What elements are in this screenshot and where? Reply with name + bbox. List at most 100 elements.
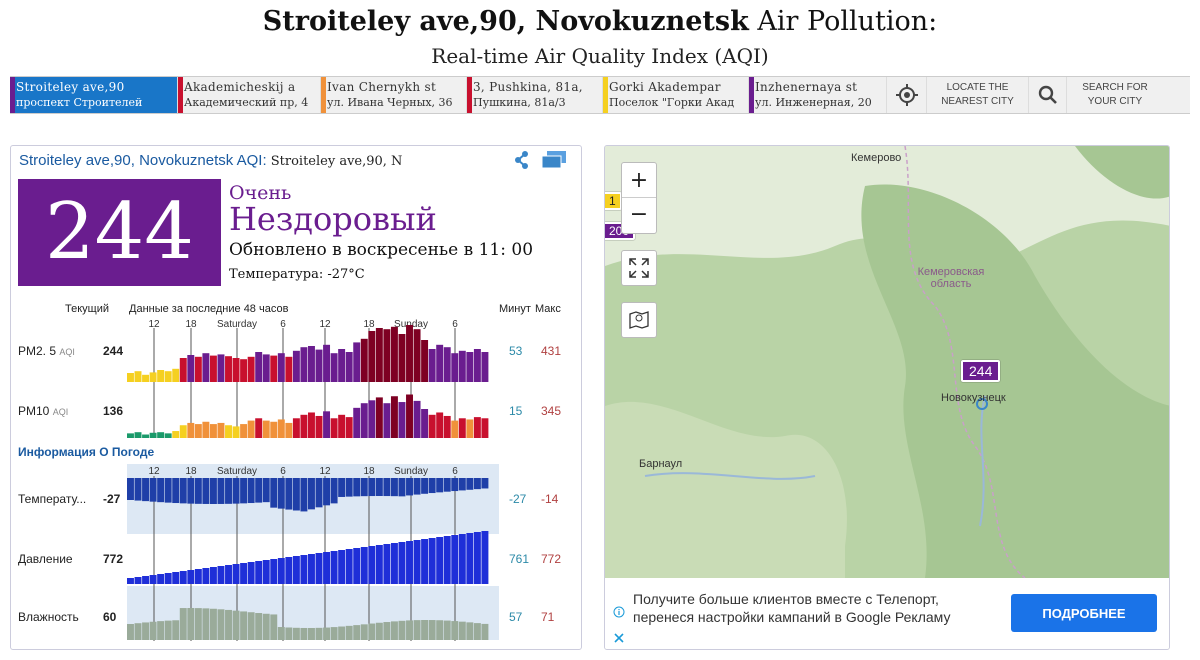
map-layers-button[interactable] (621, 302, 657, 338)
station-name: Stroiteley ave,90 (16, 80, 125, 94)
station-local-name: Поселок "Горки Акад (609, 96, 735, 109)
history-bar (172, 478, 180, 504)
history-bar (194, 569, 202, 584)
row-label: PM10 AQI (18, 404, 69, 418)
history-bar (406, 478, 413, 496)
page-title: Stroiteley ave,90, Novokuznetsk Air Poll… (262, 6, 938, 37)
zoom-in-button[interactable]: + (622, 164, 656, 198)
row-max: 772 (541, 552, 562, 566)
history-bar (428, 620, 436, 640)
ad-info-icon[interactable] (613, 606, 625, 618)
history-bar (330, 551, 338, 584)
history-bar (277, 353, 285, 382)
col-current-header: Текущий (65, 303, 109, 315)
time-tick-label: 18 (363, 466, 375, 477)
history-bar (315, 553, 323, 584)
history-bar (172, 368, 180, 382)
history-bar (277, 558, 285, 584)
history-bar (330, 627, 338, 640)
ad-details-button[interactable]: ПОДРОБНЕЕ (1011, 594, 1157, 632)
station-name: Ivan Chernykh st (327, 80, 437, 94)
map-aqi-marker[interactable]: 244 (961, 360, 1001, 382)
fullscreen-button[interactable] (621, 250, 657, 286)
map-aqi-marker-3[interactable]: 1 (605, 192, 622, 210)
history-bar (255, 613, 263, 640)
history-bar (345, 625, 353, 640)
search-button[interactable] (1029, 77, 1067, 113)
history-bar (209, 478, 217, 504)
station-tab[interactable]: Stroiteley ave,90 проспект Строителей (10, 77, 178, 113)
history-bar (187, 355, 195, 382)
history-bar (270, 614, 278, 640)
row-current: 136 (103, 404, 124, 418)
history-bar (360, 403, 368, 438)
aqi-value-box: 244 (18, 179, 221, 286)
time-tick-label: Saturday (217, 319, 257, 330)
history-bar (428, 538, 436, 584)
history-bar (375, 478, 383, 496)
station-name: 3, Pushkina, 81a, (473, 80, 583, 94)
history-bar (127, 624, 134, 640)
time-tick-label: 6 (452, 319, 458, 330)
map-label-kemerovo: Кемерово (851, 152, 902, 164)
history-bar (315, 478, 323, 508)
station-local-name: Академический пр, 4 (184, 96, 309, 109)
embed-widget-icon[interactable] (541, 150, 567, 170)
station-tab[interactable]: Inzhenernaya st ул. Инженерная, 20 (749, 77, 887, 113)
history-bar (481, 352, 489, 382)
history-bar (360, 624, 368, 640)
share-icon[interactable] (513, 150, 531, 170)
station-local-name: ул. Инженерная, 20 (755, 96, 872, 109)
locate-nearest-city-link[interactable]: LOCATE THE NEAREST CITY (927, 77, 1029, 113)
history-bar (134, 577, 142, 584)
map-panel[interactable]: Кемерово Кемеровская область Новокузнецк… (604, 145, 1170, 650)
zoom-out-button[interactable]: − (629, 202, 649, 227)
time-tick-label: 12 (319, 466, 331, 477)
locate-button[interactable] (887, 77, 927, 113)
history-bar (481, 418, 489, 438)
history-bar (451, 621, 459, 640)
history-bar (142, 576, 150, 584)
search-city-link[interactable]: SEARCH FOR YOUR CITY (1082, 82, 1148, 107)
row-min: -27 (509, 492, 527, 506)
history-bar (436, 412, 444, 438)
map-canvas[interactable] (605, 146, 1170, 578)
history-bar (240, 478, 248, 504)
history-bar (157, 621, 165, 640)
row-max: 431 (541, 344, 562, 358)
history-bar (127, 373, 134, 382)
station-tab[interactable]: 3, Pushkina, 81a, Пушкина, 81а/3 (467, 77, 603, 113)
history-bar (292, 478, 300, 511)
station-color-bar (10, 77, 15, 113)
history-bar (421, 409, 429, 438)
row-max: -14 (541, 492, 559, 506)
ad-close-icon[interactable] (613, 632, 625, 644)
station-tab[interactable]: Gorki Akadempar Поселок "Горки Акад (603, 77, 749, 113)
history-bar (466, 352, 474, 382)
history-bar (308, 554, 315, 584)
history-bar (413, 620, 421, 640)
page-subtitle: Real-time Air Quality Index (AQI) (431, 44, 769, 68)
search-icon (1038, 85, 1057, 104)
history-bar (345, 478, 353, 497)
history-bar (308, 412, 315, 438)
history-bar (473, 349, 481, 382)
ad-banner[interactable]: Получите больше клиентов вместе с Телепо… (605, 578, 1169, 649)
history-bar (270, 478, 278, 508)
history-bar (300, 414, 308, 438)
station-tab[interactable]: Ivan Chernykh st ул. Ивана Черных, 36 (321, 77, 467, 113)
history-bar (285, 422, 293, 438)
history-bar (398, 542, 406, 584)
row-label: Давление (18, 552, 73, 566)
history-bar (473, 478, 481, 490)
col-max-header: Макс (535, 303, 561, 315)
history-bar (157, 478, 165, 503)
history-bar (458, 350, 466, 382)
history-bar (390, 621, 398, 640)
history-bar (323, 552, 331, 584)
station-tab[interactable]: Akademicheskij a Академический пр, 4 (178, 77, 321, 113)
history-bar (473, 623, 481, 640)
history-bar (421, 478, 429, 494)
history-bar (187, 478, 195, 504)
history-bar (247, 356, 255, 382)
